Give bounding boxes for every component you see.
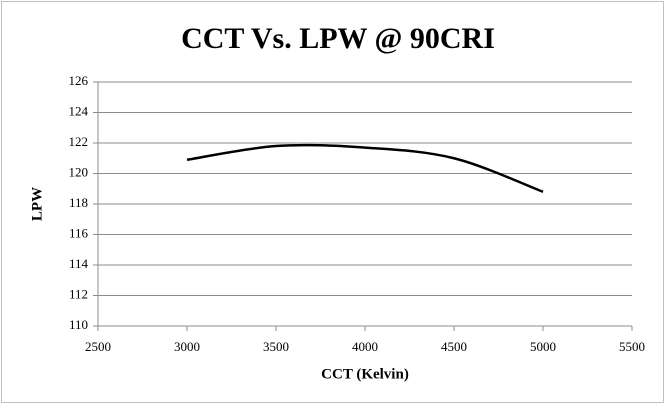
y-tick-label: 114 [69,256,89,271]
x-tick-label: 4000 [352,339,378,354]
x-tick-label: 3000 [174,339,200,354]
x-tick-label: 5000 [530,339,556,354]
x-axis-title: CCT (Kelvin) [321,366,409,382]
x-tick-label: 5500 [619,339,645,354]
y-tick-label: 112 [69,286,88,301]
y-tick-label: 110 [69,317,88,332]
y-tick-label: 118 [69,195,88,210]
line-series [186,143,544,193]
y-tick-label: 126 [69,73,89,88]
y-tick-label: 120 [69,164,89,179]
y-tick-label: 116 [69,225,89,240]
y-axis-title: LPW [29,187,45,221]
x-tick-label: 3500 [263,339,289,354]
y-tick-label: 122 [69,134,89,149]
x-tick-label: 4500 [441,339,467,354]
y-tick-label: 124 [69,103,89,118]
chart-title: CCT Vs. LPW @ 90CRI [181,22,495,55]
x-tick-label: 2500 [85,339,111,354]
